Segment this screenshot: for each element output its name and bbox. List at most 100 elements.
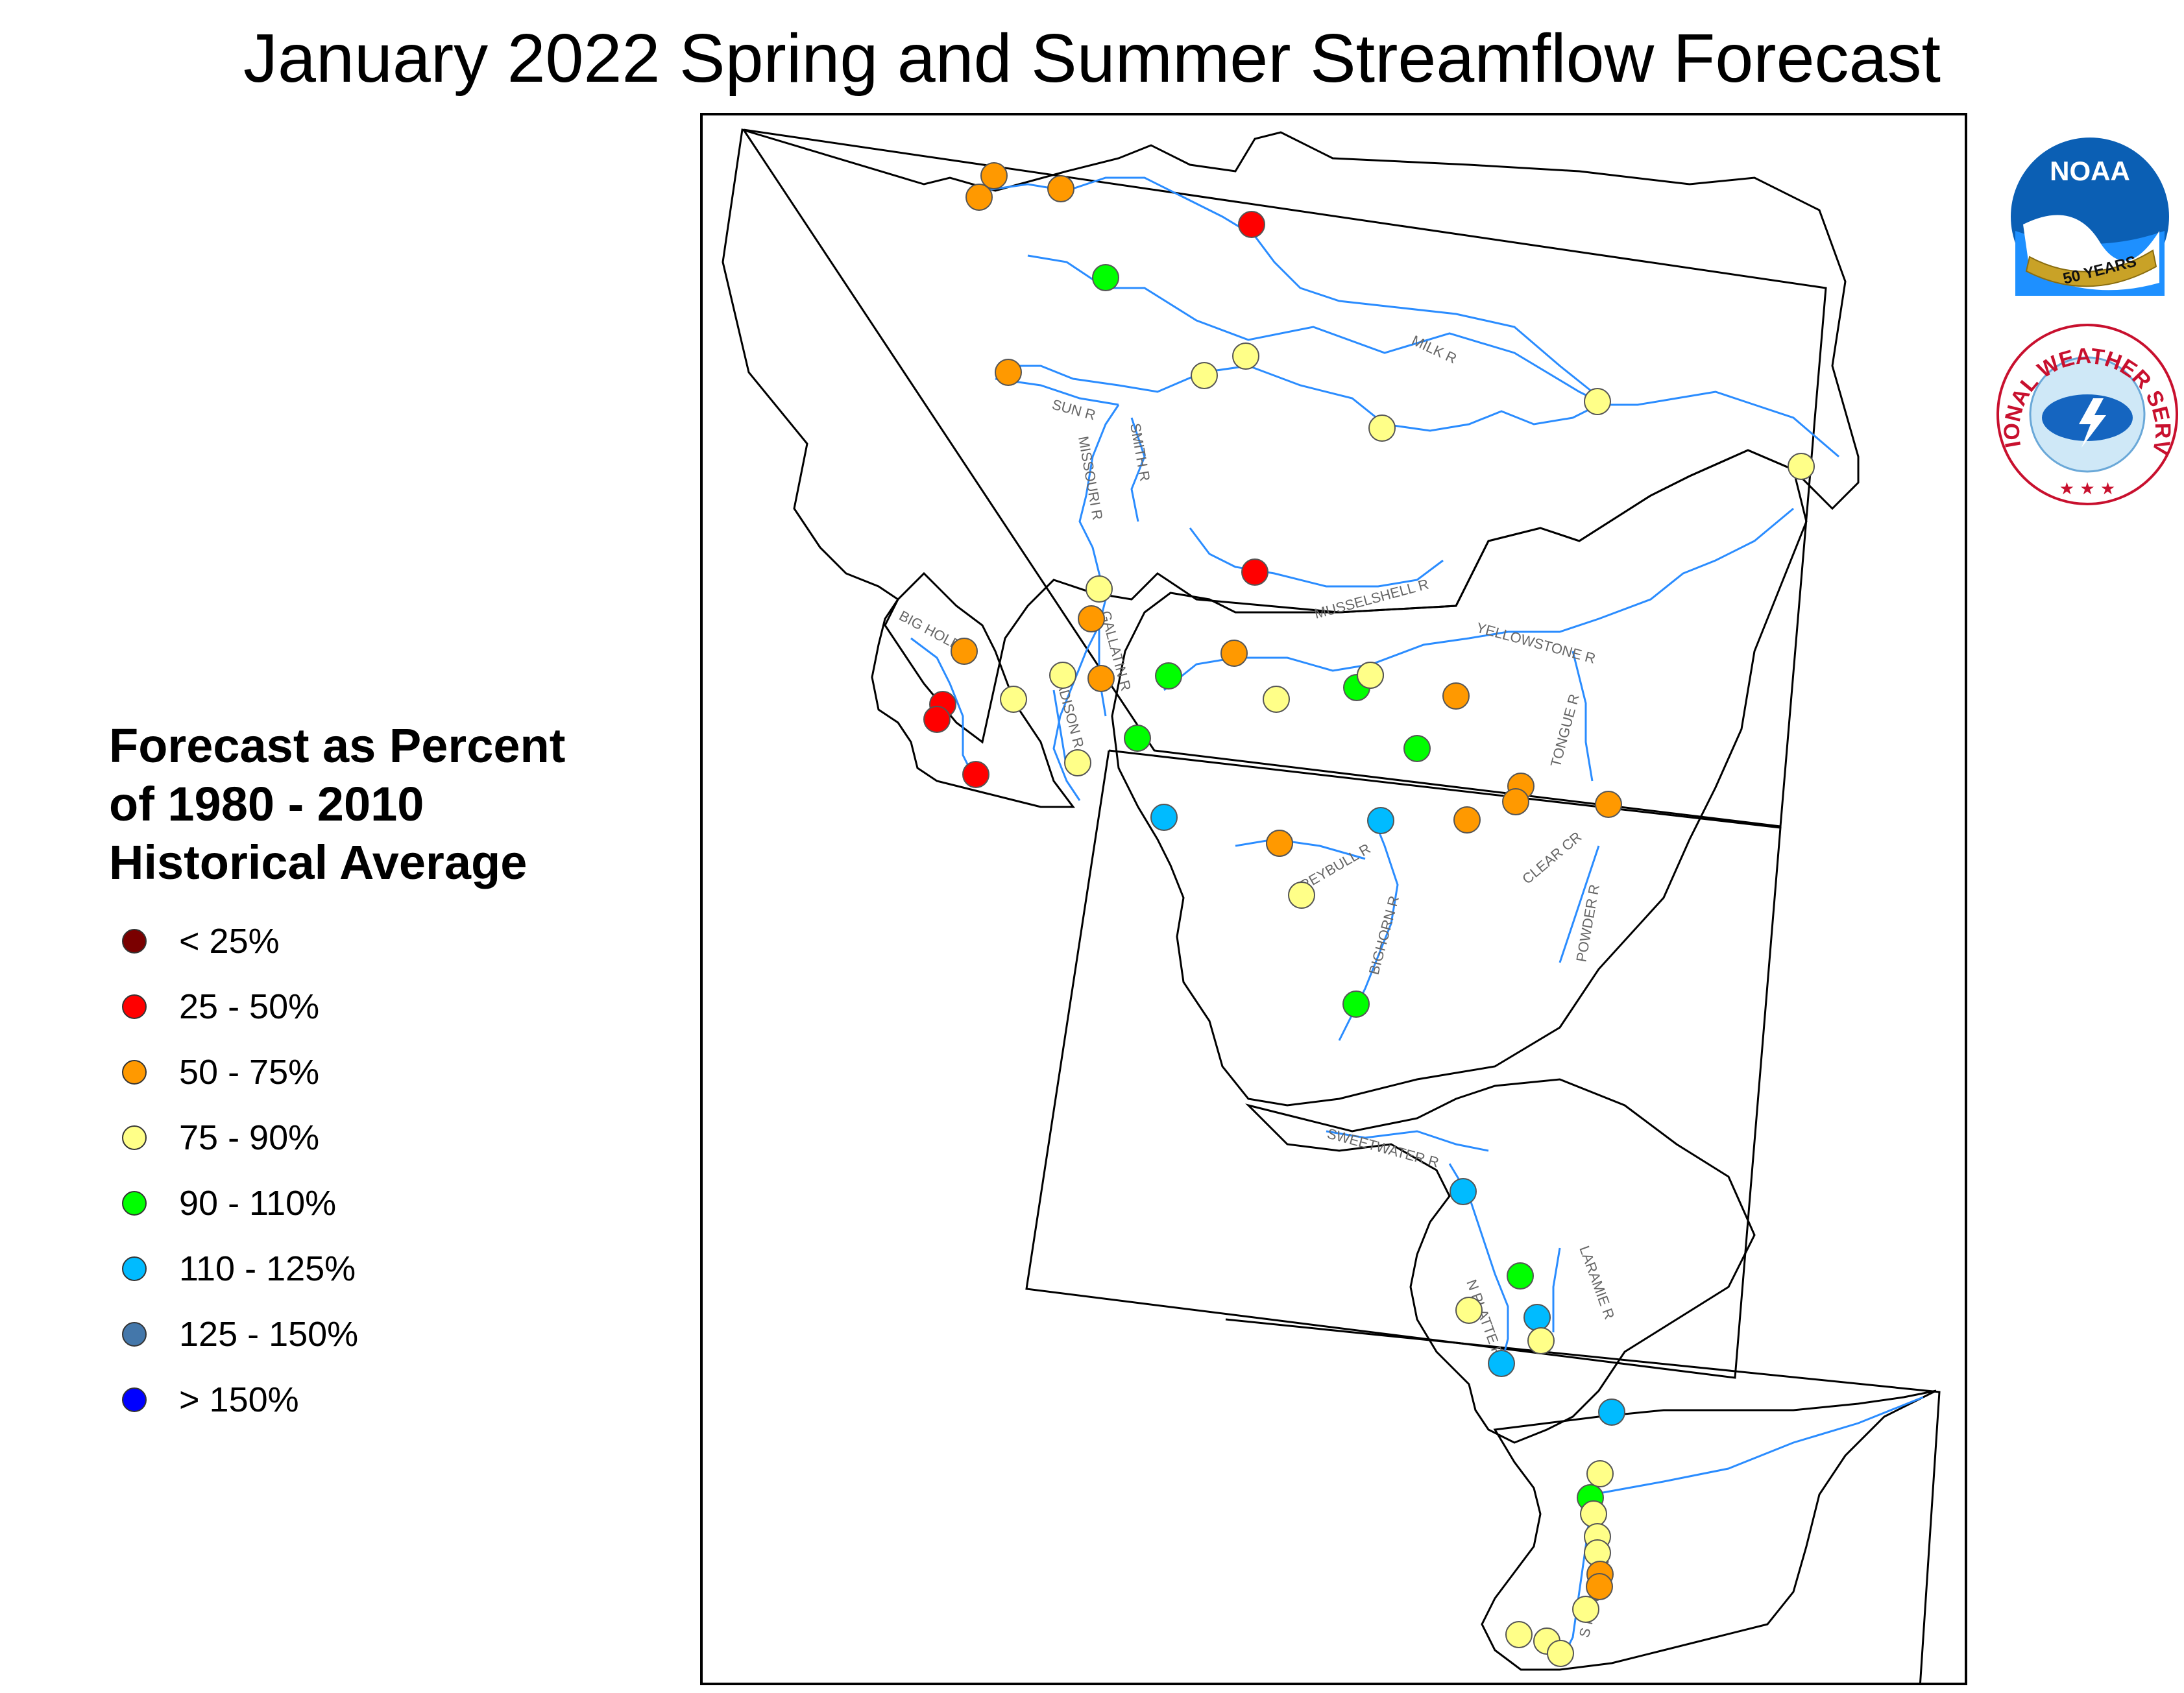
noaa-logo-graphic: NOAA 50 YEARS [2011,138,2169,296]
forecast-station-marker[interactable] [1455,1297,1483,1324]
forecast-station-marker[interactable] [1488,1350,1515,1377]
milk-river-upper [982,176,1593,393]
page-title: January 2022 Spring and Summer Streamflo… [243,20,1941,97]
forecast-station-marker[interactable] [1580,1500,1607,1528]
legend-label: 125 - 150% [179,1314,359,1354]
legend-item: < 25% [109,908,565,974]
forecast-station-marker[interactable] [1572,1596,1599,1623]
forecast-station-marker[interactable] [1547,1640,1574,1667]
big-hole-basin [871,571,1075,808]
lightning-icon [2079,398,2106,448]
map-svg[interactable]: MILK R SUN R MISSOURI R SMITH R MUSSELSH… [703,115,1967,1685]
forecast-station-marker[interactable] [1087,665,1115,692]
forecast-station-marker[interactable] [995,359,1022,386]
forecast-station-marker[interactable] [1453,806,1481,834]
forecast-station-marker[interactable] [1586,1573,1613,1600]
forecast-station-marker[interactable] [1064,749,1091,776]
forecast-station-marker[interactable] [1124,725,1151,752]
legend-label: 50 - 75% [179,1052,320,1092]
forecast-station-marker[interactable] [1266,830,1293,857]
legend-swatch [122,994,147,1019]
river-label-laramie: LARAMIE R [1576,1243,1618,1321]
legend-label: 25 - 50% [179,987,320,1026]
south-platte-basin [1481,1389,1937,1671]
forecast-station-marker[interactable] [1078,605,1105,632]
legend-swatch [122,1256,147,1281]
legend-label: 110 - 125% [179,1249,356,1288]
forecast-station-marker[interactable] [1450,1178,1477,1205]
forecast-station-marker[interactable] [1000,686,1027,713]
state-boundaries [742,128,1941,1683]
legend-swatch [122,1190,147,1216]
legend-item: 125 - 150% [109,1301,565,1367]
legend-swatch [122,1387,147,1412]
powder-river [1559,845,1600,963]
forecast-station-marker[interactable] [951,638,978,665]
forecast-station-marker[interactable] [962,761,989,788]
forecast-station-marker[interactable] [1288,882,1315,909]
wyoming-boundary [1025,749,1782,1379]
legend-item: 110 - 125% [109,1236,565,1301]
forecast-station-marker[interactable] [1047,175,1074,202]
river-label-tongue: TONGUE R [1547,692,1583,769]
forecast-station-marker[interactable] [1232,342,1259,370]
forecast-station-marker[interactable] [1367,807,1394,834]
forecast-station-marker[interactable] [1092,264,1119,291]
legend-item: 75 - 90% [109,1105,565,1170]
big-hole-river [910,637,977,782]
north-platte-basin [1245,1078,1756,1444]
forecast-station-marker[interactable] [1049,662,1076,689]
river-label-smith: SMITH R [1127,422,1153,483]
forecast-station-marker[interactable] [1191,362,1218,389]
tongue-river [1571,651,1594,782]
madison-river [1052,690,1068,769]
legend-label: 90 - 110% [179,1183,337,1223]
smith-river [1130,417,1146,522]
forecast-station-marker[interactable] [1505,1621,1533,1648]
forecast-station-marker[interactable] [1342,991,1370,1018]
forecast-stations[interactable] [923,162,1815,1667]
forecast-station-marker[interactable] [980,162,1008,189]
yellowstone-river [1163,507,1794,691]
sun-river [995,378,1119,406]
forecast-station-marker[interactable] [1595,791,1622,818]
legend-swatch [122,1125,147,1150]
forecast-station-marker[interactable] [1357,662,1384,689]
montana-boundary [742,128,1827,828]
legend-list: < 25% 25 - 50% 50 - 75% 75 - 90% 90 - 110% 11… [109,908,565,1432]
forecast-station-marker[interactable] [1527,1327,1555,1354]
map-frame[interactable]: MILK R SUN R MISSOURI R SMITH R MUSSELSH… [700,113,1967,1685]
forecast-station-marker[interactable] [1220,640,1248,667]
forecast-station-marker[interactable] [1238,211,1265,238]
river-label-clear-cr: CLEAR CR [1519,828,1584,887]
legend-item: > 150% [109,1367,565,1432]
forecast-station-marker[interactable] [1507,1262,1534,1290]
forecast-station-marker[interactable] [1598,1399,1625,1426]
forecast-station-marker[interactable] [965,184,993,211]
musselshell-river [1189,527,1444,588]
forecast-station-marker[interactable] [1086,575,1113,603]
yellowstone-basin [1111,449,1808,1107]
forecast-station-marker[interactable] [1584,388,1611,415]
greybull-river [1235,838,1366,860]
forecast-station-marker[interactable] [1263,686,1290,713]
upper-missouri-basin [722,128,1860,744]
legend-label: 75 - 90% [179,1118,320,1157]
forecast-station-marker[interactable] [1150,804,1178,831]
legend-swatch [122,1321,147,1347]
forecast-station-marker[interactable] [1442,682,1470,710]
nws-logo-graphic: NATIONAL WEATHER SERVICE ★ ★ ★ [1988,301,2178,505]
legend-label: > 150% [179,1380,299,1419]
forecast-station-marker[interactable] [1155,662,1182,690]
river-label-sweetwater: SWEETWATER R [1326,1125,1441,1171]
forecast-station-marker[interactable] [1368,414,1396,442]
forecast-station-marker[interactable] [1788,453,1815,480]
forecast-station-marker[interactable] [923,706,951,733]
forecast-station-marker[interactable] [1523,1304,1551,1331]
forecast-station-marker[interactable] [1502,788,1529,815]
forecast-station-marker[interactable] [1241,558,1268,586]
legend-label: < 25% [179,921,280,961]
forecast-station-marker[interactable] [1586,1460,1614,1487]
legend-title: Forecast as Percent of 1980 - 2010 Histo… [109,719,566,889]
forecast-station-marker[interactable] [1403,735,1431,762]
